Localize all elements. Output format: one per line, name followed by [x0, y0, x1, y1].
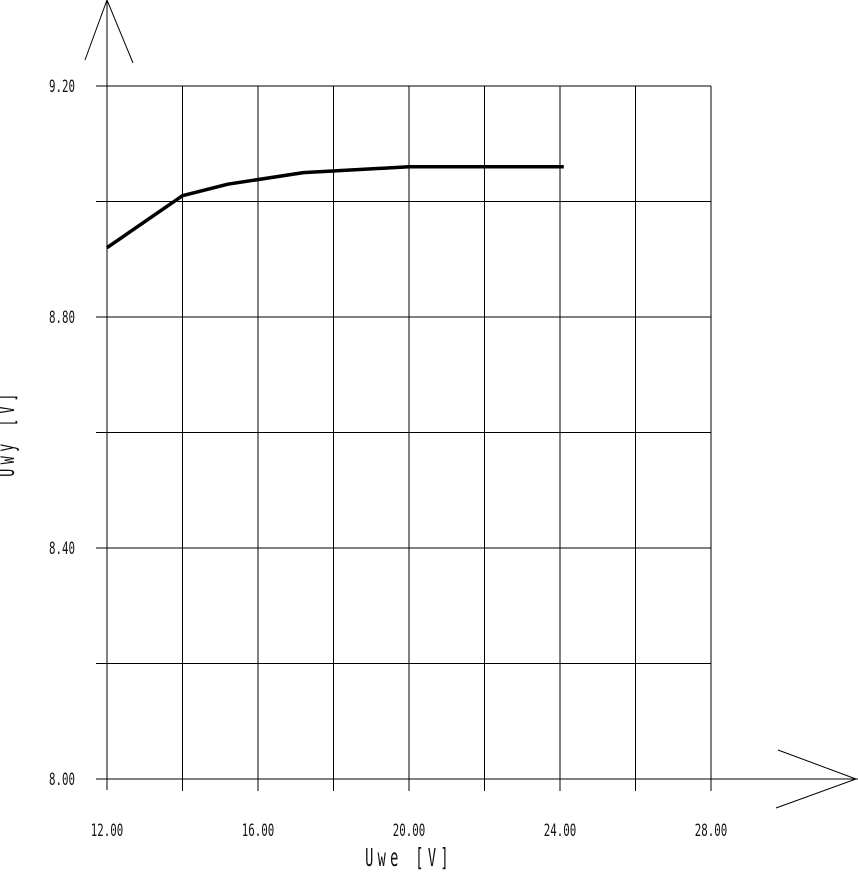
y-tick-label: 8.80 [49, 309, 75, 328]
series-line [106, 165, 564, 250]
grid [96, 85, 712, 791]
x-tick-label: 28.00 [695, 822, 728, 841]
y-axis-arrow [84, 0, 134, 64]
x-tick-label: 24.00 [544, 822, 577, 841]
tick-labels: 12.00 16.00 20.00 24.00 28.00 8.00 8.40 8.80 9.2… [49, 78, 727, 841]
y-tick-label: 8.40 [49, 540, 75, 559]
x-tick-label: 16.00 [242, 822, 275, 841]
y-axis-title: Uwy [V] [0, 389, 20, 477]
x-tick-label: 20.00 [393, 822, 426, 841]
x-axis-arrow [775, 749, 858, 809]
y-tick-label: 9.20 [49, 78, 75, 97]
series-layer [106, 165, 564, 250]
x-tick-label: 12.00 [91, 822, 124, 841]
x-axis-title: Uwe [V] [365, 842, 453, 872]
y-tick-label: 8.00 [49, 771, 75, 790]
axes [84, 0, 858, 809]
